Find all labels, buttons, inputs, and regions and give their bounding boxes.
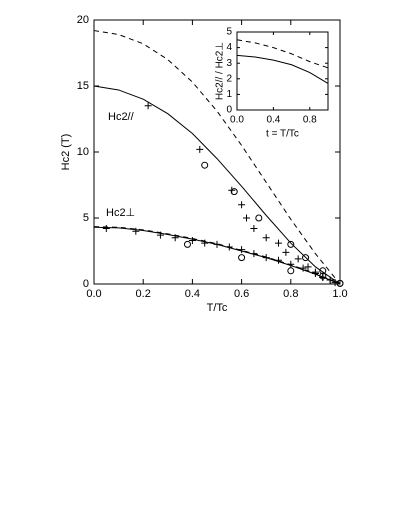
cross-point xyxy=(102,225,110,233)
x-tick-label: 0.0 xyxy=(230,115,244,126)
curve xyxy=(93,85,341,285)
circle-point xyxy=(255,214,263,222)
x-tick-label: 0.4 xyxy=(266,115,280,126)
x-tick-label: 0.8 xyxy=(283,288,298,300)
cross-point xyxy=(171,234,179,242)
y-tick-label: 0 xyxy=(83,278,89,290)
x-tick-label: 0.8 xyxy=(303,115,317,126)
circle-point xyxy=(336,279,344,287)
cross-point xyxy=(238,246,246,254)
annotation: Hc2⊥ xyxy=(106,207,135,219)
x-tick-label: 1.0 xyxy=(332,288,347,300)
cross-point xyxy=(243,214,251,222)
x-axis-label: T/Tc xyxy=(207,302,228,314)
y-tick-label: 4 xyxy=(226,42,232,53)
cross-point xyxy=(275,256,282,264)
x-tick-label: 0.4 xyxy=(185,288,200,300)
y-tick-label: 1 xyxy=(226,89,232,100)
cross-point xyxy=(188,236,196,244)
cross-point xyxy=(304,263,312,271)
x-tick-label: 0.0 xyxy=(86,288,101,300)
cross-point xyxy=(250,250,258,258)
cross-point xyxy=(144,102,152,110)
y-tick-label: 5 xyxy=(83,212,89,224)
y-tick-label: 20 xyxy=(77,14,89,26)
y-tick-label: 10 xyxy=(77,146,89,158)
y-tick-label: 2 xyxy=(226,73,232,84)
curve xyxy=(236,54,329,84)
cross-point xyxy=(326,276,334,284)
plot-frame xyxy=(236,31,329,111)
y-tick-label: 3 xyxy=(226,58,232,69)
circle-point xyxy=(201,161,209,169)
cross-point xyxy=(225,243,233,251)
y-tick-label: 15 xyxy=(77,80,89,92)
curve xyxy=(93,226,341,285)
cross-point xyxy=(156,231,164,239)
cross-point xyxy=(213,240,221,248)
curve xyxy=(236,39,329,69)
cross-point xyxy=(287,260,295,268)
cross-point xyxy=(299,264,307,272)
cross-point xyxy=(238,201,246,209)
cross-point xyxy=(282,248,290,256)
x-axis-label: t = T/Tc xyxy=(266,129,299,140)
cross-point xyxy=(262,254,270,262)
cross-point xyxy=(132,227,140,235)
cross-point xyxy=(262,234,270,242)
y-axis-label: Hc2 (T) xyxy=(60,134,72,171)
cross-point xyxy=(250,225,258,233)
y-axis-label: Hc2// / Hc2⊥ xyxy=(215,42,226,100)
circle-point xyxy=(287,267,295,275)
circle-point xyxy=(319,272,327,280)
x-tick-label: 0.6 xyxy=(234,288,249,300)
cross-point xyxy=(201,239,209,247)
annotation: Hc2// xyxy=(108,111,135,123)
circle-point xyxy=(238,254,246,262)
x-tick-label: 0.2 xyxy=(136,288,151,300)
circle-point xyxy=(183,240,191,248)
circle-point xyxy=(302,254,310,262)
cross-point xyxy=(196,145,204,153)
y-tick-label: 5 xyxy=(226,27,232,38)
circle-point xyxy=(319,267,327,275)
y-tick-label: 0 xyxy=(226,105,232,116)
circle-point xyxy=(287,240,295,248)
cross-point xyxy=(311,269,319,277)
circle-point xyxy=(230,188,238,196)
cross-point xyxy=(294,255,302,263)
cross-point xyxy=(275,239,282,247)
